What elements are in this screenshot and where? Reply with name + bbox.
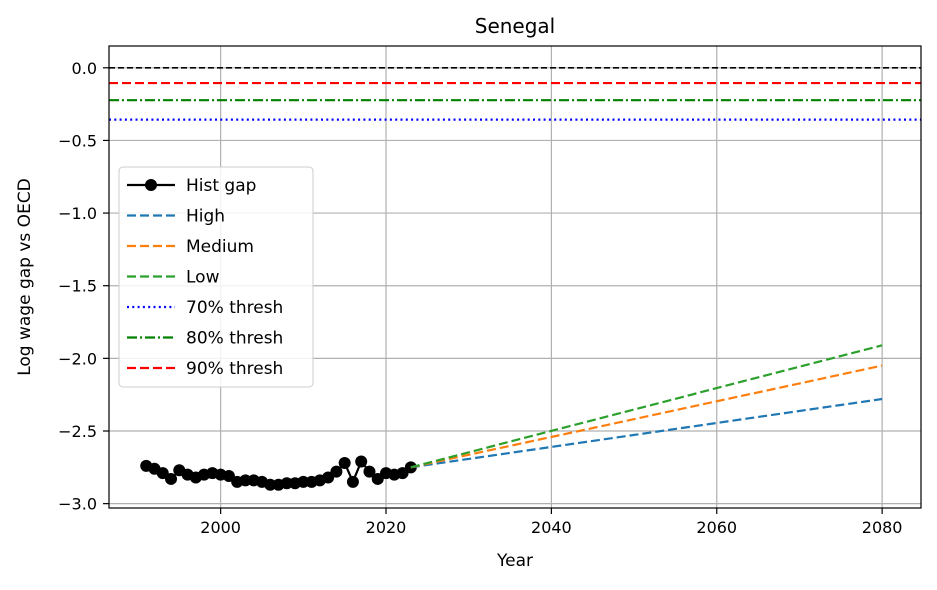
data-point [239,474,252,487]
x-tick-label: 2040 [531,518,572,537]
legend-label: High [186,207,225,227]
legend-marker [145,179,157,191]
y-tick-label: −0.5 [58,131,97,150]
legend-box [118,166,314,388]
y-tick-label: −3.0 [58,495,97,514]
data-point [363,465,376,478]
plot-frame [108,45,922,509]
y-tick-label: −1.5 [58,277,97,296]
x-tick-label: 2020 [366,518,407,537]
legend-label: 90% thresh [186,359,283,379]
data-point [297,475,310,488]
x-axis: 2000 2020 2040 2060 2080 [200,508,902,537]
x-tick-label: 2080 [862,518,903,537]
legend-label: 80% thresh [186,329,283,349]
y-tick-label: −1.0 [58,204,97,223]
y-tick-label: −2.5 [58,422,97,441]
series-high [410,397,883,469]
data-point [165,472,178,485]
data-point [280,477,293,490]
data-point [338,456,351,469]
y-tick-label: −2.0 [58,349,97,368]
x-axis-label: Year [496,551,533,571]
legend-label: 70% thresh [186,298,283,318]
series-layer [109,81,921,491]
chart-title: Senegal [475,14,556,38]
data-point [330,465,343,478]
y-tick-label: 0.0 [72,59,97,78]
series-medium [410,364,883,469]
legend-label: Low [186,268,220,288]
legend: Hist gap High Medium Low 70% thresh 80% thres… [118,166,314,388]
data-point [346,475,359,488]
series-low [410,344,883,469]
x-tick-label: 2060 [696,518,737,537]
x-tick-label: 2000 [200,518,241,537]
y-axis-label: Log wage gap vs OECD [15,178,35,376]
data-point [264,478,277,491]
data-point [355,455,368,468]
legend-label: Medium [186,237,254,257]
y-axis: 0.0 −0.5 −1.0 −1.5 −2.0 −2.5 −3.0 [58,59,109,514]
legend-label: Hist gap [186,176,256,196]
